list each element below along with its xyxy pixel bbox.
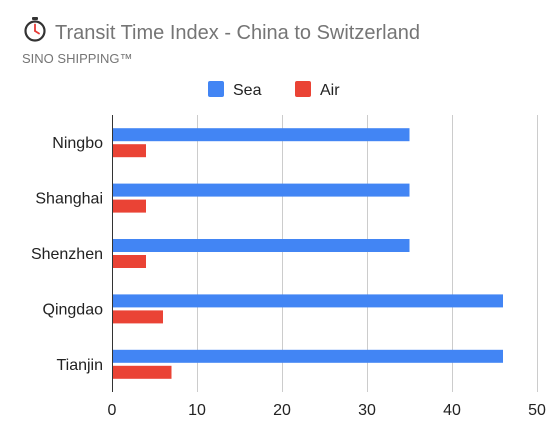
x-axis-tick-label: 40 (443, 402, 461, 419)
bar-air-qingdao (112, 310, 163, 324)
y-axis-labels: Ningbo Shanghai Shenzhen Qingdao Tianjin (31, 135, 103, 374)
gridlines (197, 115, 538, 392)
x-axis-tick-label: 20 (273, 402, 291, 419)
bar-sea-shanghai (112, 183, 410, 197)
bar-air-shenzhen (112, 255, 146, 268)
bar-air-tianjin (112, 365, 172, 379)
stopwatch-crown (32, 17, 38, 20)
legend-swatch-sea (208, 81, 224, 97)
bar-sea-qingdao (112, 294, 503, 308)
x-axis-tick-label: 50 (528, 402, 546, 419)
stopwatch-hand (34, 30, 40, 35)
bar-air-ningbo (112, 144, 146, 158)
y-axis-label-qingdao: Qingdao (43, 301, 104, 318)
legend-label-air: Air (320, 82, 340, 99)
y-axis-label-shenzhen: Shenzhen (31, 246, 103, 263)
bar-sea-shenzhen (112, 239, 410, 252)
y-axis-label-shanghai: Shanghai (35, 191, 103, 208)
chart-title: Transit Time Index - China to Switzerlan… (55, 22, 420, 44)
x-axis-tick-label: 0 (108, 402, 117, 419)
stopwatch-icon (24, 17, 46, 42)
x-axis-tick-label: 30 (358, 402, 376, 419)
legend: Sea Air (208, 81, 340, 99)
y-axis-label-tianjin: Tianjin (56, 357, 103, 374)
bars (112, 128, 503, 379)
x-axis-tick-labels: 0 10 20 30 40 50 (108, 402, 546, 419)
chart-header: Transit Time Index - China to Switzerlan… (22, 17, 420, 66)
legend-label-sea: Sea (233, 82, 262, 99)
bar-sea-ningbo (112, 128, 410, 142)
bar-sea-tianjin (112, 349, 503, 363)
bar-air-shanghai (112, 199, 146, 213)
x-axis-tick-label: 10 (188, 402, 206, 419)
legend-swatch-air (295, 81, 311, 97)
y-axis-label-ningbo: Ningbo (52, 135, 103, 152)
chart-subtitle: SINO SHIPPING™ (22, 51, 133, 66)
